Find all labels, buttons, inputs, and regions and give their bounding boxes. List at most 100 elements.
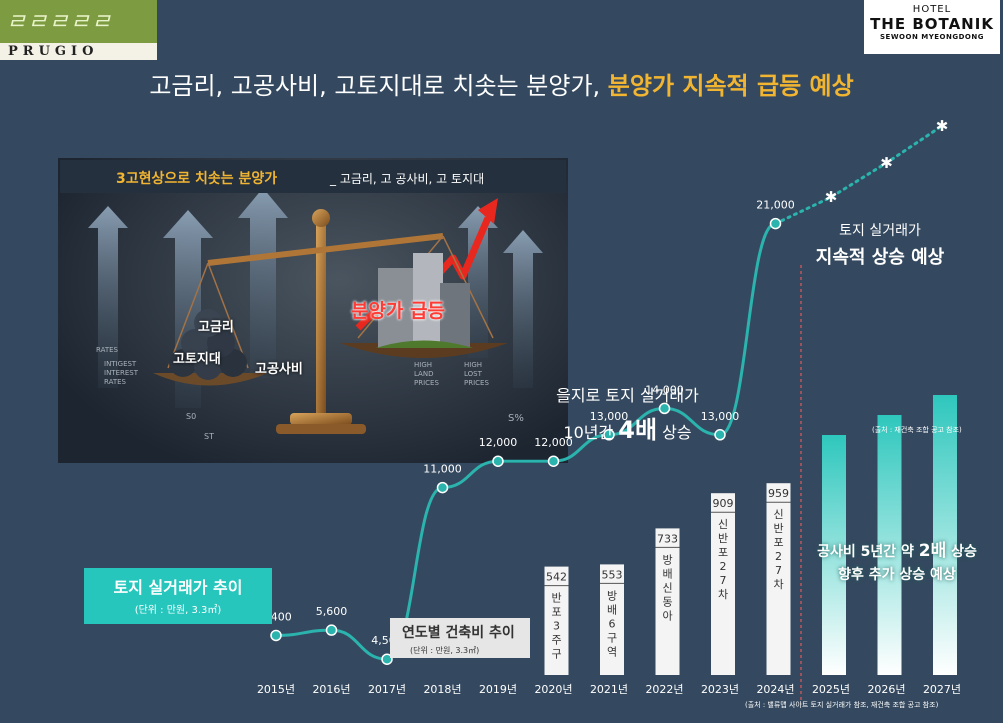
x-axis-tick-label: 2018년 [423, 683, 461, 696]
cost-bar-name-char: 7 [720, 574, 727, 587]
cost-bar-name-char: 반 [773, 522, 783, 535]
land-price-point [714, 429, 726, 441]
land-price-forecast-line [774, 124, 944, 226]
cost-bar-value: 733 [657, 532, 678, 545]
construction-cost-label-unit: (단위 : 만원, 3.3㎡) [410, 646, 480, 655]
cost-bar [711, 493, 735, 675]
prugio-wordmark: PRUGIO [8, 44, 99, 59]
pan-text: PRICES [414, 379, 439, 387]
ball-label: 고토지대 [173, 352, 221, 367]
land-price-label-unit: (단위 : 만원, 3.3㎡) [134, 605, 222, 616]
cost-bar-name-char: 신 [773, 508, 783, 521]
land-price-value-label: 12,000 [534, 436, 573, 449]
euljiro-line2-prefix: 10년간 [563, 423, 619, 442]
pan-text: INTEREST [104, 369, 139, 377]
pan-text: LAND [414, 370, 434, 378]
cost-forecast-suffix: 상승 [946, 544, 977, 560]
cost-bar-name-char: 동 [662, 595, 672, 608]
x-axis-tick-label: 2019년 [479, 683, 517, 696]
cost-bar-name-char: 2 [775, 550, 782, 563]
forecast-cost-bar [933, 395, 957, 675]
ball-label: 고공사비 [255, 362, 303, 377]
land-price-point [492, 455, 504, 467]
x-axis-tick-label: 2023년 [701, 683, 739, 696]
x-axis-tick-label: 2024년 [756, 683, 794, 696]
land-price-value-label: 11,000 [423, 463, 462, 476]
cost-bar-name-char: 역 [607, 645, 617, 658]
cost-bar-name-char: 6 [609, 617, 616, 630]
cost-bar-name-char: 포 [773, 536, 783, 549]
x-axis-tick-label: 2027년 [923, 683, 961, 696]
land-price-value-label: 14,000 [645, 383, 684, 396]
botanik-sub-text: SEWOON MYEONGDONG [880, 33, 984, 41]
cost-bar [600, 564, 624, 675]
forecast-point-star: ✱ [825, 188, 838, 206]
cost-bar-name-char: 방 [662, 553, 672, 566]
botanik-logo: HOTEL THE BOTANIK SEWOON MYEONGDONG [864, 0, 1000, 54]
euljiro-line2-suffix: 상승 [657, 423, 692, 442]
x-axis-tick-label: 2020년 [534, 683, 572, 696]
headline: 고금리, 고공사비, 고토지대로 치솟는 분양가, 분양가 지속적 급등 예상 [0, 66, 1003, 101]
forecast-line2: 지속적 상승 예상 [815, 247, 945, 268]
pan-text: HIGH [414, 361, 433, 369]
land-price-value-label: 5,600 [316, 605, 348, 618]
prugio-logo: ㄹㄹㄹㄹㄹ PRUGIO [0, 0, 157, 60]
land-price-point [325, 624, 338, 636]
x-axis-tick-label: 2016년 [312, 683, 350, 696]
cost-bar-name-char: 포 [551, 606, 561, 619]
building-caption: 분양가 급등 [351, 300, 446, 322]
cost-bar-name-char: 주 [551, 634, 561, 647]
cost-bar-name-char: 2 [720, 560, 727, 573]
forecast-annotation: 토지 실거래가 지속적 상승 예상 [790, 220, 970, 269]
cost-bar-name-char: 차 [773, 578, 783, 591]
euljiro-line1: 을지로 토지 실거래가 [556, 386, 699, 405]
cost-bar-name-char: 반 [718, 532, 728, 545]
cost-bar-value: 542 [546, 571, 567, 584]
cost-bar-name-char: 배 [662, 567, 672, 580]
forecast-line1: 토지 실거래가 [839, 223, 921, 239]
construction-cost-label-title: 연도별 건축비 추이 [402, 625, 515, 641]
scale-illustration: 고금리 고토지대 고공사비 분양가 급등 RATES INTIGEST INTE… [58, 158, 568, 463]
floor-text: S0 [186, 412, 197, 421]
cost-forecast-prefix: 공사비 5년간 약 [817, 544, 919, 560]
land-price-value-label: 21,000 [756, 199, 795, 212]
cost-bar-name-char: 방 [607, 589, 617, 602]
illustration-banner: 3고현상으로 치솟는 분양가 _ 고금리, 고 공사비, 고 토지대 [60, 160, 566, 193]
x-axis-tick-label: 2021년 [590, 683, 628, 696]
source-bottom: (출처 : 밸류맵 사이트 토지 실거래가 참조, 재건축 조합 공고 참조) [745, 701, 939, 709]
cost-bar-value: 909 [713, 497, 734, 510]
illustration-banner-title: 3고현상으로 치솟는 분양가 [116, 171, 278, 187]
forecast-point-star: ✱ [880, 154, 893, 172]
cost-bar-name-char: 7 [775, 564, 782, 577]
cost-bar-name-char: 포 [718, 546, 728, 559]
forecast-cost-bar [822, 435, 846, 675]
cost-bar-name-char: 신 [718, 518, 728, 531]
cost-forecast-annotation: 공사비 5년간 약 2배 상승 향후 추가 상승 예상 [808, 536, 986, 584]
ball-label: 고금리 [198, 320, 234, 335]
botanik-hotel-text: HOTEL [912, 4, 952, 15]
pan-text: LOST [464, 370, 482, 378]
land-price-point [270, 629, 282, 642]
headline-highlight: 분양가 지속적 급등 예상 [607, 72, 854, 100]
pan-text: INTIGEST [104, 360, 137, 368]
cost-bar [655, 528, 680, 675]
land-price-point [381, 653, 393, 665]
botanik-name-text: THE BOTANIK [870, 15, 994, 33]
land-price-label: 토지 실거래가 추이 (단위 : 만원, 3.3㎡) [84, 568, 272, 624]
cost-bar-name-char: 아 [662, 609, 672, 622]
land-price-point [769, 217, 782, 230]
land-price-point [603, 429, 615, 441]
pan-text: RATES [104, 378, 126, 386]
floor-text: S% [508, 413, 524, 424]
euljiro-multiplier: 4배 [618, 416, 658, 444]
land-price-value-label: 13,000 [701, 410, 740, 423]
forecast-point-star: ✱ [936, 117, 949, 135]
floor-text: ST [204, 432, 214, 441]
cost-bar [544, 566, 569, 675]
cost-bar-name-char: 신 [662, 581, 672, 594]
cost-forecast-multiplier: 2배 [918, 541, 947, 561]
x-axis-tick-label: 2017년 [368, 683, 406, 696]
scale-illustration-art [88, 188, 543, 434]
source-top: (출처 : 재건축 조합 공고 참조) [872, 426, 962, 434]
